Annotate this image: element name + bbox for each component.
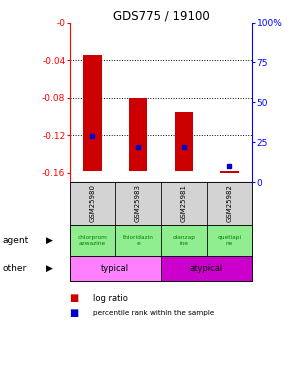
Text: agent: agent [3,236,29,245]
Text: GSM25982: GSM25982 [226,184,233,222]
Text: ■: ■ [70,308,79,318]
Bar [161,225,206,256]
Text: thioridazin
e: thioridazin e [123,235,153,246]
Bar [161,256,252,281]
Bar [206,225,252,256]
Text: GSM25983: GSM25983 [135,184,141,222]
Text: ▶: ▶ [46,236,53,245]
Bar [70,182,115,225]
Bar [115,182,161,225]
Title: GDS775 / 19100: GDS775 / 19100 [113,9,209,22]
Text: chlorprom
azwazine: chlorprom azwazine [77,235,107,246]
Bar [175,112,193,171]
Bar [206,182,252,225]
Text: other: other [3,264,27,273]
Text: ■: ■ [70,293,79,303]
Bar [70,256,161,281]
Text: GSM25981: GSM25981 [181,184,187,222]
Text: olanzap
ine: olanzap ine [172,235,195,246]
Text: log ratio: log ratio [93,294,128,303]
Bar [220,171,239,172]
Text: atypical: atypical [190,264,223,273]
Bar [70,225,115,256]
Text: GSM25980: GSM25980 [89,184,95,222]
Text: percentile rank within the sample: percentile rank within the sample [93,310,214,316]
Bar [161,182,206,225]
Text: typical: typical [101,264,129,273]
Bar [115,225,161,256]
Text: ▶: ▶ [46,264,53,273]
Text: quetiapi
ne: quetiapi ne [218,235,242,246]
Bar [83,56,101,171]
Bar [129,98,147,171]
